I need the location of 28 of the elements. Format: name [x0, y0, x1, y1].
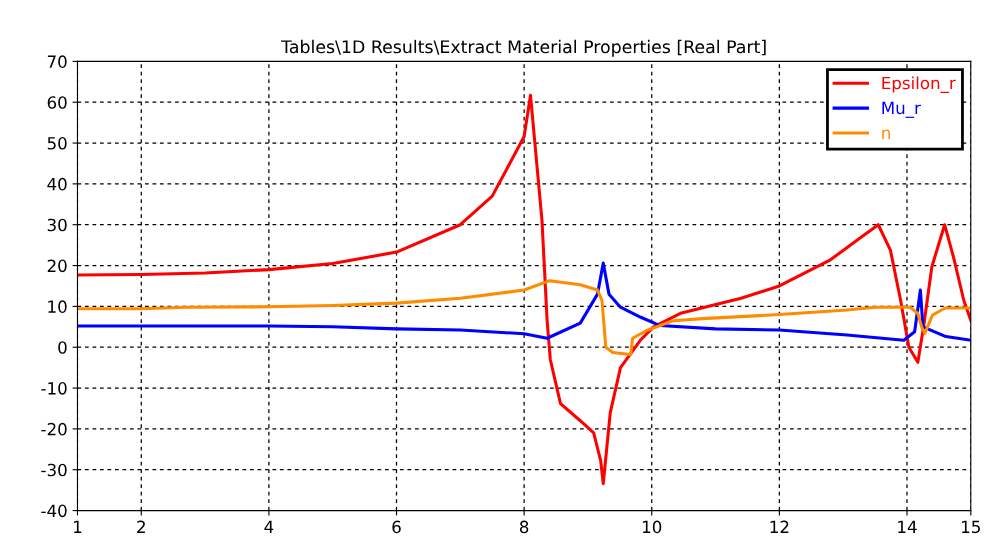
y-tick-label: -20 — [41, 422, 67, 436]
line-series — [77, 261, 971, 342]
y-tick-label: 0 — [58, 341, 67, 354]
y-tick-label: 10 — [48, 300, 67, 313]
x-tick-label: 1 — [73, 520, 82, 533]
x-tick-label: 2 — [137, 520, 145, 533]
legend-label: Mu_r — [882, 101, 921, 118]
y-tick-label: 40 — [47, 177, 67, 191]
y-tick-label: 50 — [47, 137, 67, 150]
x-tick-label: 14 — [898, 520, 917, 533]
x-tick-label: 12 — [770, 520, 789, 533]
y-tick-label: 30 — [47, 218, 67, 232]
y-tick-label: -10 — [41, 382, 67, 395]
chart-title: Tables\1D Results\Extract Material Properties [Real Part] — [281, 39, 766, 57]
x-tick-label: 6 — [392, 520, 401, 534]
y-tick-label: -30 — [41, 463, 67, 477]
y-tick-label: 60 — [47, 96, 67, 109]
legend-label: Epsilon_r — [882, 76, 956, 93]
line-series — [77, 279, 971, 357]
x-tick-label: 15 — [962, 520, 980, 534]
y-tick-label: 20 — [47, 259, 67, 273]
y-tick-label: -40 — [41, 504, 67, 518]
x-tick-label: 10 — [642, 520, 662, 534]
line-series — [77, 93, 971, 486]
legend-label: n — [882, 129, 890, 139]
x-tick-label: 4 — [264, 520, 274, 533]
y-tick-label: 70 — [47, 55, 67, 68]
x-tick-label: 8 — [519, 520, 529, 534]
